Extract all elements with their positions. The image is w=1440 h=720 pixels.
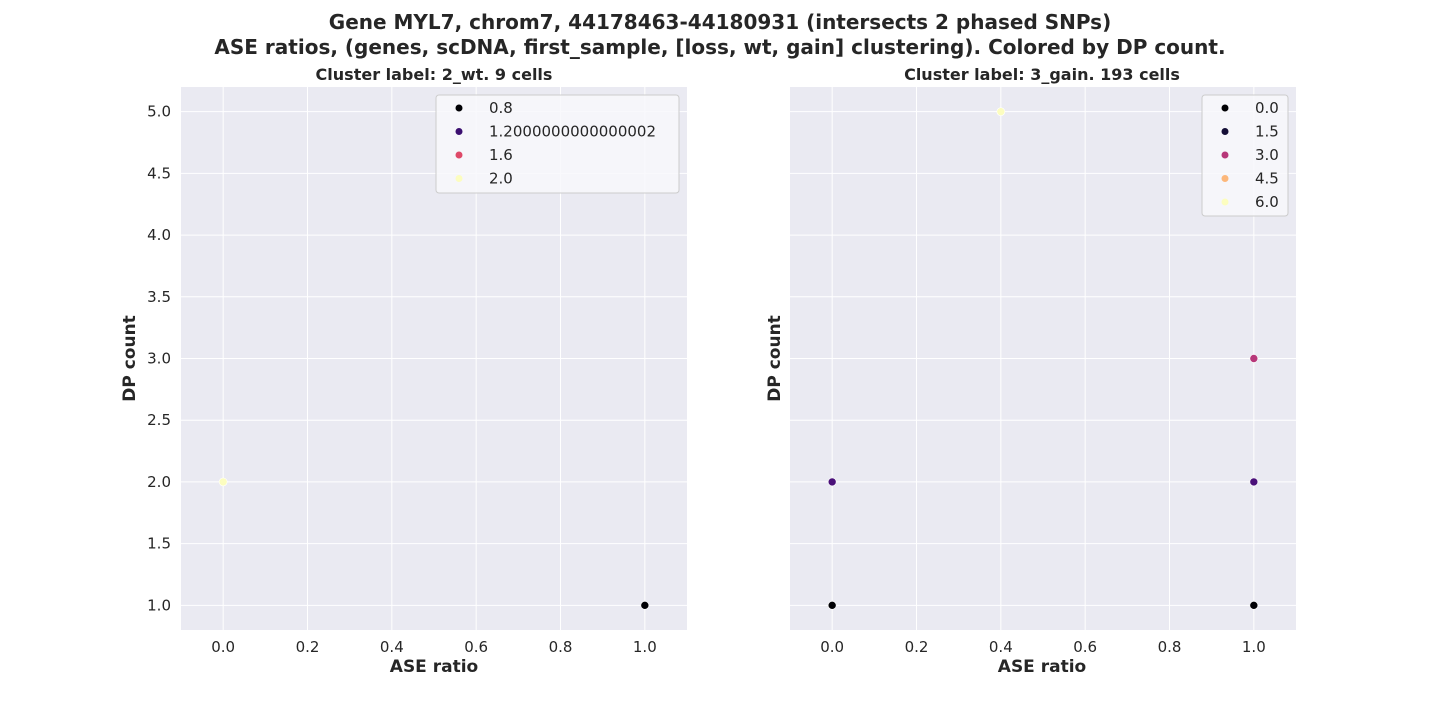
legend-box: [1201, 94, 1289, 217]
y-axis-label: DP count: [120, 315, 140, 402]
data-points: [218, 477, 650, 610]
scatter-point: [640, 601, 650, 610]
figure-title-line-2: ASE ratios, (genes, scDNA, first_sample,…: [214, 35, 1226, 59]
x-tick-label: 0.8: [549, 638, 573, 656]
legend-label: 4.5: [1255, 170, 1279, 188]
scatter-point: [1249, 477, 1259, 487]
legend-box: [435, 94, 680, 194]
legend-marker: [1221, 198, 1229, 206]
x-axis-label: ASE ratio: [390, 657, 478, 677]
scatter-point: [1249, 354, 1259, 363]
x-tick-label: 1.0: [1242, 638, 1266, 656]
legend-marker: [455, 104, 463, 112]
x-tick-label: 0.6: [464, 638, 488, 656]
legend-marker: [1221, 128, 1229, 135]
y-tick-label: 4.5: [147, 164, 171, 182]
x-tick-label: 1.0: [633, 638, 657, 656]
x-tick-label: 0.8: [1158, 638, 1182, 656]
x-tick-labels: 0.0 0.2 0.4 0.6 0.8 1.0: [820, 638, 1266, 656]
panel-title: Cluster label: 2_wt. 9 cells: [316, 65, 553, 84]
data-points: [827, 107, 1259, 610]
x-axis-label: ASE ratio: [998, 657, 1086, 677]
x-tick-label: 0.4: [380, 638, 404, 656]
y-tick-label: 3.5: [147, 288, 171, 306]
panel-title: Cluster label: 3_gain. 193 cells: [904, 65, 1180, 84]
y-tick-label: 1.5: [147, 535, 171, 553]
legend-label: 0.0: [1255, 99, 1279, 117]
legend-marker: [1221, 104, 1229, 112]
x-tick-label: 0.2: [905, 638, 929, 656]
panel-right: Cluster label: 3_gain. 193 cells 0.0 0.2 0…: [765, 65, 1296, 677]
legend-marker: [1221, 175, 1229, 182]
legend: 0.0 1.5 3.0 4.5 6.0: [1201, 94, 1289, 217]
scatter-point: [218, 477, 228, 487]
legend-label: 6.0: [1255, 193, 1279, 211]
legend-marker: [455, 151, 463, 159]
legend-label: 1.2000000000000002: [489, 123, 656, 141]
y-tick-label: 4.0: [147, 226, 171, 244]
x-tick-label: 0.2: [296, 638, 320, 656]
legend-label: 2.0: [489, 170, 513, 188]
y-tick-label: 3.0: [147, 350, 171, 368]
figure-title-line-1: Gene MYL7, chrom7, 44178463-44180931 (in…: [328, 10, 1112, 34]
y-axis-label: DP count: [765, 315, 785, 402]
x-tick-label: 0.0: [211, 638, 235, 656]
legend: 0.8 1.2000000000000002 1.6 2.0: [435, 94, 680, 194]
x-tick-labels: 0.0 0.2 0.4 0.6 0.8 1.0: [211, 638, 657, 656]
y-tick-label: 2.5: [147, 411, 171, 429]
scatter-point: [996, 107, 1006, 116]
scatter-point: [1249, 601, 1259, 610]
legend-label: 1.6: [489, 146, 513, 164]
legend-label: 3.0: [1255, 146, 1279, 164]
scatter-point: [827, 601, 837, 610]
y-tick-label: 5.0: [147, 103, 171, 121]
legend-label: 1.5: [1255, 123, 1279, 141]
legend-marker: [455, 128, 463, 135]
x-tick-label: 0.4: [989, 638, 1013, 656]
y-tick-label: 2.0: [147, 473, 171, 491]
panel-left: Cluster label: 2_wt. 9 cells 0.0 0.2 0.4 0.…: [120, 65, 687, 677]
x-tick-label: 0.6: [1073, 638, 1097, 656]
legend-marker: [455, 175, 463, 182]
scatter-point: [827, 477, 837, 487]
legend-marker: [1221, 151, 1229, 159]
legend-label: 0.8: [489, 99, 513, 117]
y-tick-label: 1.0: [147, 596, 171, 614]
x-tick-label: 0.0: [820, 638, 844, 656]
y-tick-labels: 1.0 1.5 2.0 2.5 3.0 3.5 4.0 4.5 5.0: [147, 103, 171, 615]
